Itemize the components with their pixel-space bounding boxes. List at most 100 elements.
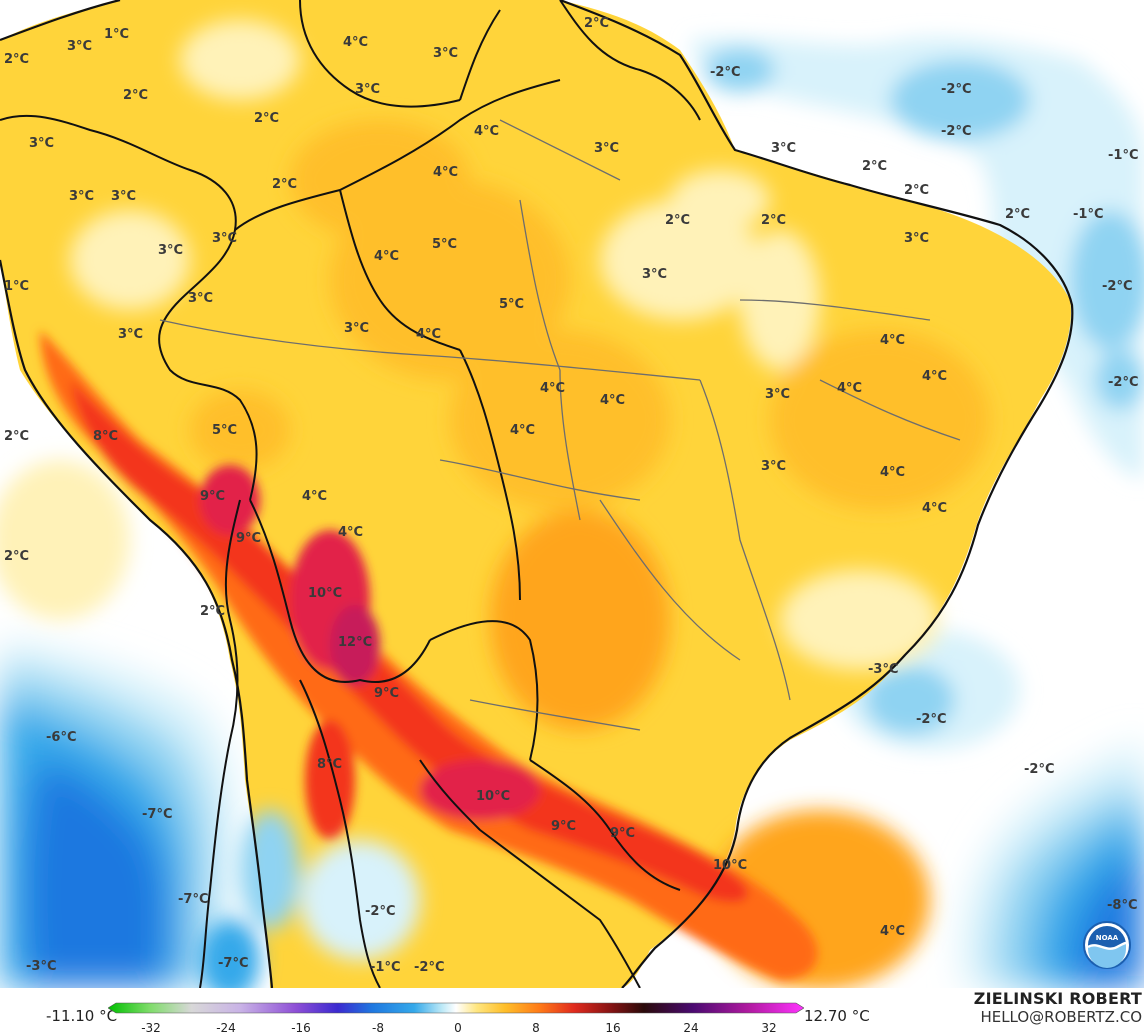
temp-label: 4°C (302, 489, 327, 504)
temp-label: 9°C (610, 826, 635, 841)
temp-label: -6°C (46, 730, 76, 745)
credit-email: HELLO@ROBERTZ.CO (980, 1008, 1142, 1026)
temp-label: -8°C (1107, 898, 1137, 913)
svg-text:NOAA: NOAA (1096, 934, 1119, 942)
temp-label: 2°C (4, 429, 29, 444)
cold-anomaly-pacific (0, 640, 237, 988)
temp-label: 4°C (880, 465, 905, 480)
temp-label: 1°C (104, 27, 129, 42)
temp-label: 3°C (111, 189, 136, 204)
temp-label: 10°C (476, 789, 510, 804)
cold-anomaly-southern-cone (200, 810, 420, 988)
colorbar: -32 -24 -16 -8 0 8 16 24 32 (108, 1002, 804, 1035)
hot-anomaly-belt (40, 330, 818, 980)
temp-label: 2°C (1005, 207, 1030, 222)
temp-label: 12°C (338, 635, 372, 650)
temp-label: 4°C (600, 393, 625, 408)
temp-label: -2°C (365, 904, 395, 919)
legend-bar: -11.10 °C (0, 988, 1144, 1035)
temp-label: 3°C (594, 141, 619, 156)
temp-label: 3°C (904, 231, 929, 246)
temp-label: 3°C (212, 231, 237, 246)
temp-label: 4°C (374, 249, 399, 264)
credit-author: ZIELINSKI ROBERT (973, 989, 1142, 1008)
colorbar-tick: -32 (141, 1021, 161, 1035)
temp-label: -7°C (178, 892, 208, 907)
temp-label: 4°C (922, 501, 947, 516)
colorbar-tick: 8 (532, 1021, 540, 1035)
temp-label: 4°C (416, 327, 441, 342)
temp-label: 2°C (4, 549, 29, 564)
temp-label: 4°C (433, 165, 458, 180)
colorbar-tick: -8 (372, 1021, 384, 1035)
colorbar-tick: 32 (761, 1021, 776, 1035)
temp-label: 4°C (540, 381, 565, 396)
colorbar-max-label: 12.70 °C (804, 1007, 870, 1025)
temp-label: -1°C (1108, 148, 1138, 163)
temp-label: -2°C (1102, 279, 1132, 294)
temp-label: 2°C (123, 88, 148, 103)
temp-label: -7°C (218, 956, 248, 971)
temp-label: 10°C (713, 858, 747, 873)
temp-label: 3°C (355, 82, 380, 97)
temp-label: 2°C (272, 177, 297, 192)
temp-label: 8°C (317, 757, 342, 772)
temp-label: 2°C (4, 52, 29, 67)
noaa-logo: NOAA (1083, 921, 1131, 969)
temperature-labels: 2°C 3°C 1°C 2°C 4°C 3°C 2°C 3°C -2°C -2°… (4, 16, 1138, 975)
temp-label: -2°C (941, 82, 971, 97)
temp-label: -1°C (1073, 207, 1103, 222)
coastline (0, 0, 1074, 988)
temp-label: 3°C (761, 459, 786, 474)
temp-label: 8°C (93, 429, 118, 444)
temp-label: 3°C (158, 243, 183, 258)
temp-label: -2°C (916, 712, 946, 727)
temp-label: -2°C (1108, 375, 1138, 390)
colorbar-tick: -16 (291, 1021, 311, 1035)
temp-label: 4°C (343, 35, 368, 50)
temp-label: 5°C (212, 423, 237, 438)
temp-label: 1°C (4, 279, 29, 294)
temp-label: 5°C (432, 237, 457, 252)
temp-label: 3°C (29, 136, 54, 151)
temp-label: 4°C (837, 381, 862, 396)
temp-label: 2°C (665, 213, 690, 228)
temp-label: 3°C (118, 327, 143, 342)
temp-label: 2°C (584, 16, 609, 31)
colorbar-tick: -24 (216, 1021, 236, 1035)
temp-label: 2°C (200, 604, 225, 619)
temp-label: 4°C (510, 423, 535, 438)
country-borders (0, 0, 701, 988)
temp-label: -7°C (142, 807, 172, 822)
temp-label: -1°C (370, 960, 400, 975)
warm-anomaly-shades (0, 20, 990, 988)
temp-label: 3°C (344, 321, 369, 336)
temp-label: 3°C (765, 387, 790, 402)
temp-label: 4°C (880, 333, 905, 348)
temp-label: 9°C (236, 531, 261, 546)
temp-label: 10°C (308, 586, 342, 601)
colorbar-min-label: -11.10 °C (46, 1007, 118, 1025)
temp-label: 4°C (880, 924, 905, 939)
temp-label: -2°C (414, 960, 444, 975)
temp-label: 2°C (761, 213, 786, 228)
temperature-anomaly-map: 2°C 3°C 1°C 2°C 4°C 3°C 2°C 3°C -2°C -2°… (0, 0, 1144, 988)
temp-label: 9°C (200, 489, 225, 504)
temp-label: -3°C (26, 959, 56, 974)
temp-label: 9°C (551, 819, 576, 834)
colorbar-tick: 24 (683, 1021, 698, 1035)
temp-label: 3°C (67, 39, 92, 54)
cold-anomaly-atlantic-north (690, 37, 1144, 750)
temp-label: 3°C (69, 189, 94, 204)
temp-label: -2°C (941, 124, 971, 139)
temp-label: 3°C (771, 141, 796, 156)
temp-label: 2°C (254, 111, 279, 126)
temp-label: 4°C (474, 124, 499, 139)
temp-label: 5°C (499, 297, 524, 312)
state-borders (159, 119, 961, 731)
temp-label: 9°C (374, 686, 399, 701)
temp-label: -3°C (868, 662, 898, 677)
temp-label: 4°C (338, 525, 363, 540)
temp-label: 3°C (642, 267, 667, 282)
temp-label: -2°C (1024, 762, 1054, 777)
